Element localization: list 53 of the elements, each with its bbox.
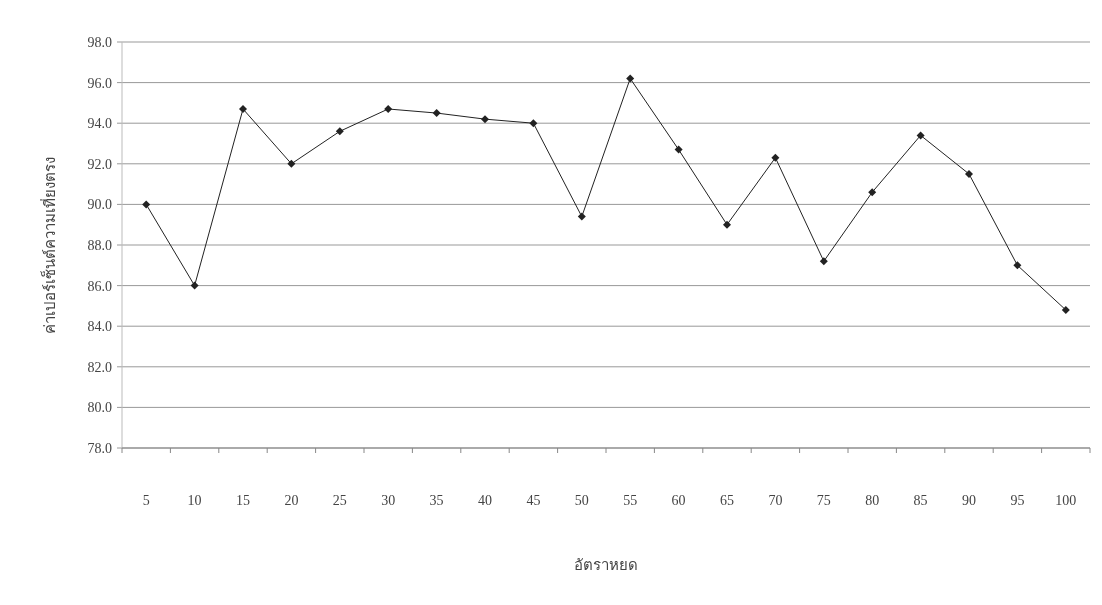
point <box>1013 261 1022 270</box>
point <box>819 257 828 266</box>
y-tick-label: 96.0 <box>87 75 112 91</box>
y-tick-label: 82.0 <box>87 359 112 375</box>
point <box>190 281 199 290</box>
y-tick-label: 90.0 <box>87 197 112 213</box>
point <box>674 145 683 154</box>
point <box>239 104 247 113</box>
x-tick-label: 60 <box>671 493 686 508</box>
point <box>142 200 151 209</box>
y-tick-label: 92.0 <box>87 156 112 172</box>
x-tick-label: 90 <box>962 493 976 508</box>
point <box>771 153 780 162</box>
x-tick-label: 95 <box>1010 493 1025 508</box>
y-tick-label: 84.0 <box>87 319 112 335</box>
x-tick-label: 40 <box>478 493 492 508</box>
point <box>916 131 925 140</box>
x-tick-label: 25 <box>332 493 347 508</box>
x-tick-label: 80 <box>865 493 880 508</box>
point <box>577 212 586 221</box>
y-tick-label: 88.0 <box>87 238 112 253</box>
point <box>481 115 489 124</box>
point <box>432 109 441 118</box>
x-tick-label: 20 <box>284 493 299 508</box>
y-tick-label: 80.0 <box>87 400 112 416</box>
point <box>1061 305 1070 314</box>
point <box>965 169 973 178</box>
point <box>723 220 731 229</box>
point <box>335 127 344 136</box>
y-tick-label: 78.0 <box>87 441 112 456</box>
point <box>384 104 393 113</box>
x-tick-label: 55 <box>623 493 638 508</box>
x-tick-label: 35 <box>429 493 444 508</box>
point <box>287 159 296 168</box>
point <box>626 74 635 83</box>
x-tick-label: 10 <box>187 493 202 508</box>
point <box>868 188 877 197</box>
x-tick-label: 50 <box>574 493 589 508</box>
x-tick-label: 70 <box>768 493 783 508</box>
x-tick-label: 85 <box>913 493 928 508</box>
y-axis-title: ค่าเปอร์เซ็นต์ความเที่ยงตรง <box>39 156 59 334</box>
y-tick-label: 86.0 <box>87 278 112 294</box>
x-tick-label: 5 <box>142 493 150 508</box>
x-tick-label: 15 <box>236 493 250 508</box>
x-tick-label: 100 <box>1055 493 1077 508</box>
point <box>529 119 538 128</box>
y-tick-label: 98.0 <box>87 35 112 50</box>
x-tick-label: 65 <box>720 493 734 508</box>
y-tick-label: 94.0 <box>87 116 112 132</box>
x-axis-title: อัตราหยด <box>574 556 638 574</box>
x-tick-label: 75 <box>816 493 831 508</box>
x-tick-label: 45 <box>526 493 541 508</box>
x-tick-label: 30 <box>381 493 396 508</box>
